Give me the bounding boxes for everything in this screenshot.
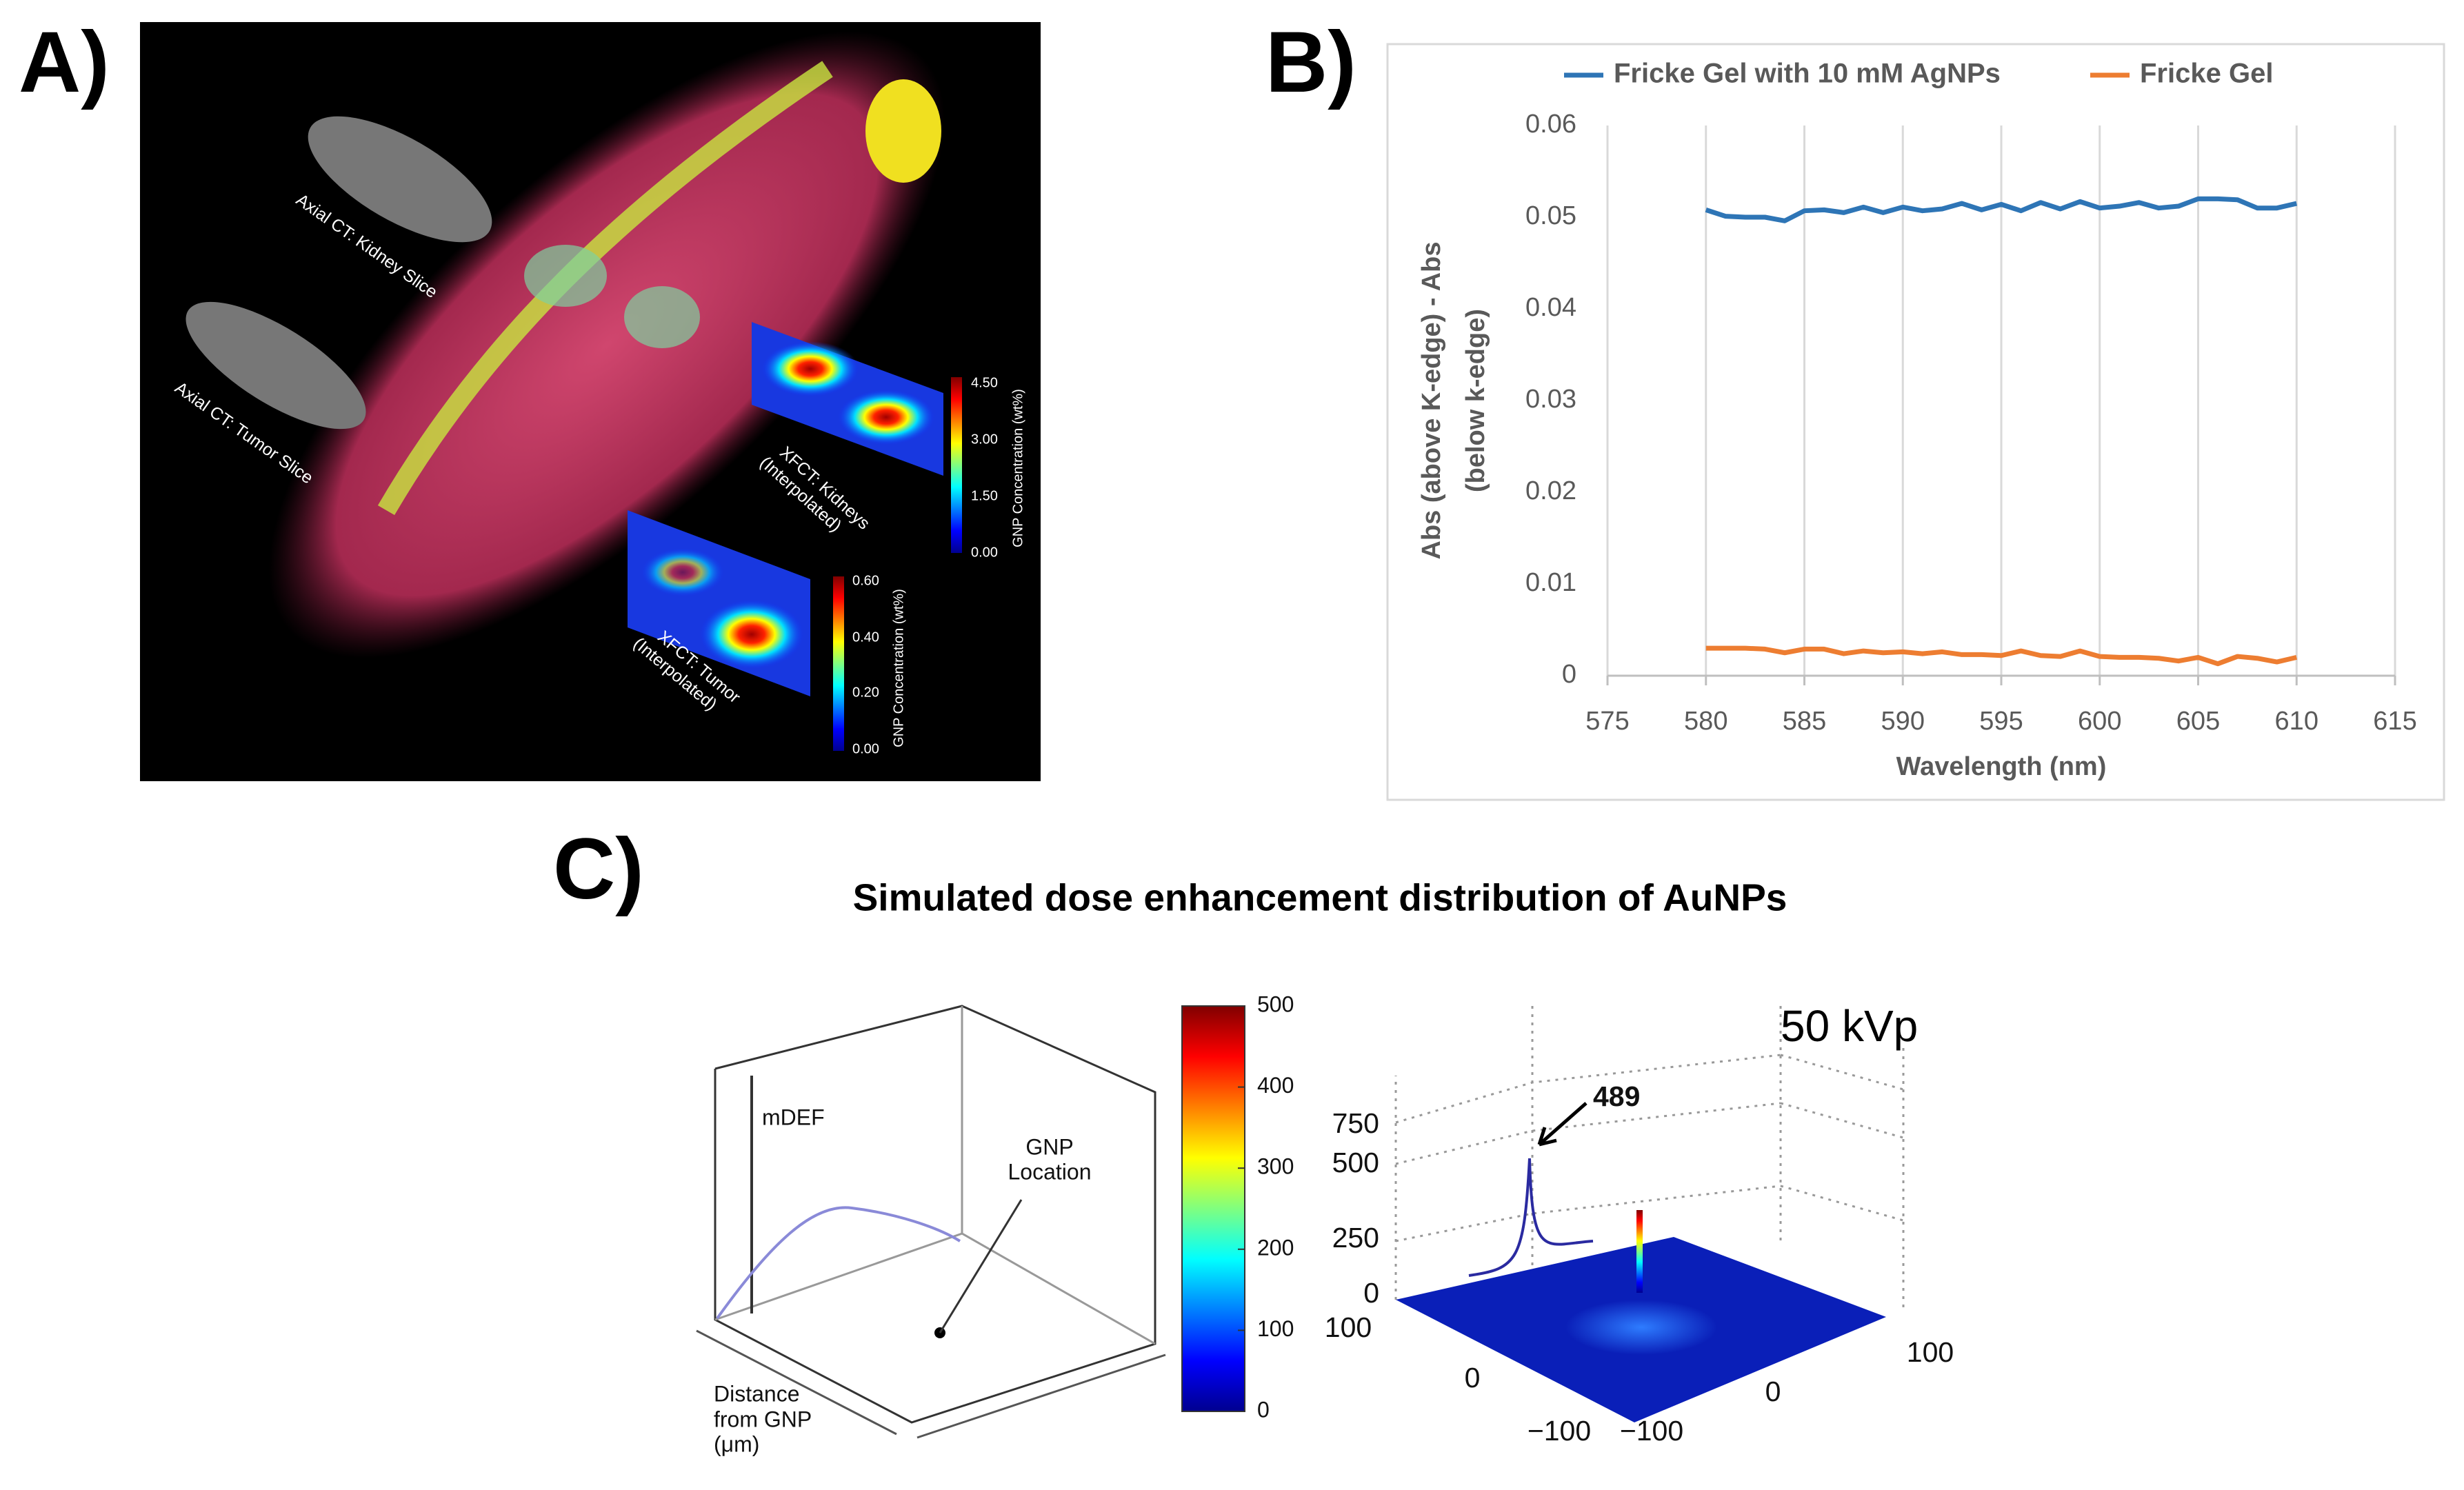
colorbar-label: 0.00 — [852, 741, 879, 756]
colorbar-label: 0 — [1257, 1397, 1270, 1422]
dose-peak — [1636, 1210, 1643, 1293]
y-axis-title: Abs (above K-edge) - Abs — [1417, 242, 1446, 560]
plot-title: 50 kVp — [1781, 1001, 1918, 1051]
colorbar-label: 3.00 — [971, 432, 998, 447]
kidney — [524, 245, 607, 307]
colorbar-label: 100 — [1257, 1316, 1294, 1341]
hotspot — [762, 341, 859, 396]
dose-profile — [1468, 1158, 1594, 1277]
x-tick-label: 610 — [2275, 707, 2318, 736]
y-tick-label: −100 — [1528, 1415, 1591, 1447]
panel-label: C) — [553, 821, 644, 917]
legend-label: Fricke Gel with 10 mM AgNPs — [1614, 59, 2001, 89]
x-tick-label: 615 — [2373, 707, 2416, 736]
colorbar-label: 1.50 — [971, 488, 998, 503]
tumor-colorbar-labels: 0.60 0.40 0.20 0.00 — [852, 573, 879, 756]
label: (μm) — [714, 1431, 759, 1456]
plot-3d-grid — [1394, 1006, 1905, 1310]
dose-curve — [716, 1206, 961, 1320]
line-chart: 575 580 585 590 595 600 605 610 615 0 0.01 0.02 0.03… — [1417, 59, 2417, 781]
z-tick-label: 750 — [1332, 1107, 1379, 1139]
colorbar-label: 200 — [1257, 1235, 1294, 1260]
y-tick-label: 0.03 — [1525, 385, 1576, 414]
diagram-box — [696, 1005, 1166, 1439]
hotspot — [838, 390, 934, 445]
colorbar-label: 400 — [1257, 1073, 1294, 1098]
colorbar-label: 0.40 — [852, 630, 879, 645]
annotation: 489 — [1593, 1080, 1640, 1112]
label: Distance — [714, 1381, 800, 1406]
hotspot — [700, 600, 803, 669]
y-tick-label: 0.04 — [1525, 293, 1576, 322]
data-line — [1705, 196, 2298, 223]
arrow — [1537, 1102, 1587, 1147]
x-tick-label: 580 — [1684, 707, 1727, 736]
panel-label: A) — [19, 14, 110, 110]
y-tick-label: 0.06 — [1525, 110, 1576, 139]
mouse-body — [268, 31, 945, 658]
y-tick-label: 0 — [1562, 660, 1576, 689]
x-tick-label: −100 — [1620, 1415, 1683, 1447]
head — [865, 79, 941, 183]
label: mDEF — [762, 1105, 825, 1129]
label: Location — [1008, 1159, 1092, 1184]
colorbar-title: GNP Concentration (wt%) — [1010, 389, 1025, 547]
panel-c: Simulated dose enhancement distribution … — [696, 876, 1954, 1456]
y-tick-label: 0.01 — [1525, 568, 1576, 597]
z-tick-label: 250 — [1332, 1222, 1379, 1254]
colorbar — [833, 576, 844, 751]
kidney — [624, 286, 700, 348]
panel-title: Simulated dose enhancement distribution … — [853, 876, 1787, 919]
label: GNP — [1025, 1134, 1073, 1159]
panel-label: B) — [1265, 14, 1356, 110]
colorbar-ticks: 0 100 200 300 400 500 — [1238, 991, 1294, 1422]
dose-spot — [1565, 1300, 1717, 1355]
x-tick-label: 575 — [1585, 707, 1629, 736]
data-line — [1705, 645, 2298, 667]
x-tick-label: 590 — [1881, 707, 1925, 736]
colorbar-label: 500 — [1257, 991, 1294, 1016]
x-tick-label: 585 — [1783, 707, 1826, 736]
ct-slice — [308, 116, 492, 243]
colorbar-label: 4.50 — [971, 375, 998, 390]
y-tick-label: 0.05 — [1525, 201, 1576, 230]
x-tick-label: 0 — [1765, 1376, 1781, 1407]
y-tick-label: 0.02 — [1525, 476, 1576, 505]
z-tick-label: 0 — [1363, 1277, 1379, 1309]
pointer — [939, 1199, 1023, 1333]
kidney-colorbar-labels: 4.50 3.00 1.50 0.00 — [971, 375, 998, 560]
colorbar-label: 0.20 — [852, 685, 879, 700]
legend-label: Fricke Gel — [2140, 59, 2273, 89]
y-axis-title: (below k-edge) — [1461, 309, 1490, 492]
hotspot — [641, 548, 724, 596]
x-tick-label: 100 — [1907, 1336, 1954, 1368]
chart-frame — [1386, 43, 2445, 801]
y-tick-label: 100 — [1325, 1311, 1372, 1343]
colorbar-title: GNP Concentration (wt%) — [891, 589, 906, 747]
colorbar-label: 0.00 — [971, 545, 998, 560]
y-tick-label: 0 — [1465, 1362, 1481, 1393]
x-tick-label: 605 — [2176, 707, 2220, 736]
colorbar — [1181, 1005, 1245, 1412]
ct-slice — [186, 301, 366, 430]
x-tick-label: 595 — [1979, 707, 2023, 736]
label: from GNP — [714, 1407, 812, 1431]
colorbar-label: 0.60 — [852, 573, 879, 588]
colorbar — [951, 377, 962, 553]
x-tick-label: 600 — [2078, 707, 2121, 736]
colorbar-label: 300 — [1257, 1154, 1294, 1179]
z-tick-label: 500 — [1332, 1147, 1379, 1178]
x-axis-title: Wavelength (nm) — [1896, 752, 2107, 781]
panel-a: Axial CT: Kidney Slice Axial CT: Tumor S… — [140, 22, 1041, 781]
